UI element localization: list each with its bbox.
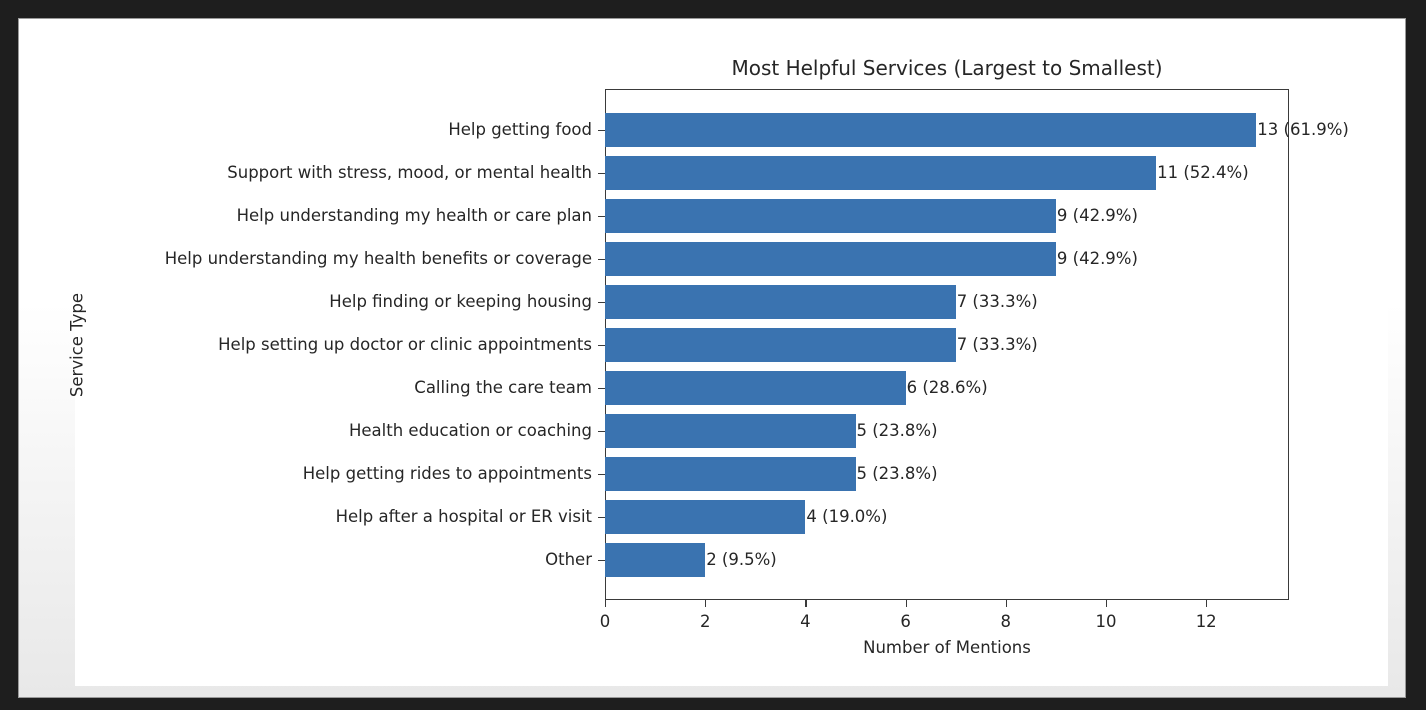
- x-tick-label: 4: [800, 612, 811, 631]
- y-tick: [598, 345, 605, 347]
- bar: [605, 156, 1157, 190]
- y-tick: [598, 302, 605, 304]
- x-tick: [705, 600, 707, 607]
- bar: [605, 242, 1056, 276]
- x-tick-label: 10: [1095, 612, 1117, 631]
- y-tick-label: Support with stress, mood, or mental hea…: [227, 163, 592, 182]
- bar: [605, 328, 956, 362]
- y-tick: [598, 216, 605, 218]
- y-tick: [598, 173, 605, 175]
- bar-value-label: 6 (28.6%): [906, 378, 988, 397]
- y-axis-label: Service Type: [67, 292, 87, 398]
- y-tick: [598, 474, 605, 476]
- bar: [605, 113, 1257, 147]
- x-tick-label: 6: [900, 612, 911, 631]
- x-tick: [805, 600, 807, 607]
- y-tick-label: Help after a hospital or ER visit: [335, 507, 592, 526]
- x-tick-label: 12: [1195, 612, 1217, 631]
- bar-value-label: 7 (33.3%): [956, 335, 1038, 354]
- y-tick: [598, 130, 605, 132]
- y-tick-label: Other: [545, 550, 592, 569]
- bar: [605, 285, 956, 319]
- y-tick: [598, 517, 605, 519]
- x-tick: [1106, 600, 1108, 607]
- bar: [605, 199, 1056, 233]
- bar-value-label: 5 (23.8%): [856, 421, 938, 440]
- x-tick-label: 8: [1000, 612, 1012, 631]
- bar: [605, 457, 856, 491]
- y-tick-label: Help setting up doctor or clinic appoint…: [218, 335, 592, 354]
- y-tick-label: Help getting rides to appointments: [302, 464, 592, 483]
- bar: [605, 414, 856, 448]
- bar-value-label: 13 (61.9%): [1257, 120, 1349, 139]
- bar-value-label: 5 (23.8%): [856, 464, 938, 483]
- y-tick: [598, 388, 605, 390]
- bar-value-label: 4 (19.0%): [806, 507, 888, 526]
- bar: [605, 500, 806, 534]
- bar-value-label: 2 (9.5%): [706, 550, 777, 569]
- x-tick: [1206, 600, 1208, 607]
- y-tick-label: Help finding or keeping housing: [329, 292, 592, 311]
- bar-value-label: 9 (42.9%): [1056, 206, 1138, 225]
- chart-title: Most Helpful Services (Largest to Smalle…: [731, 56, 1163, 80]
- bar: [605, 543, 706, 577]
- bar: [605, 371, 906, 405]
- y-tick-label: Help understanding my health benefits or…: [164, 249, 592, 268]
- bar-value-label: 7 (33.3%): [956, 292, 1038, 311]
- bar-value-label: 11 (52.4%): [1157, 163, 1249, 182]
- y-tick: [598, 431, 605, 433]
- y-tick-label: Calling the care team: [414, 378, 592, 397]
- x-tick-label: 0: [599, 612, 611, 631]
- x-tick-label: 2: [699, 612, 711, 631]
- x-tick: [605, 600, 607, 607]
- y-tick-label: Help understanding my health or care pla…: [236, 206, 592, 225]
- y-tick: [598, 560, 605, 562]
- x-tick: [905, 600, 907, 607]
- y-tick-label: Health education or coaching: [349, 421, 592, 440]
- x-tick: [1005, 600, 1008, 607]
- x-axis-label: Number of Mentions: [863, 638, 1031, 657]
- bar-value-label: 9 (42.9%): [1056, 249, 1138, 268]
- y-tick: [598, 259, 605, 261]
- y-tick-label: Help getting food: [448, 120, 592, 139]
